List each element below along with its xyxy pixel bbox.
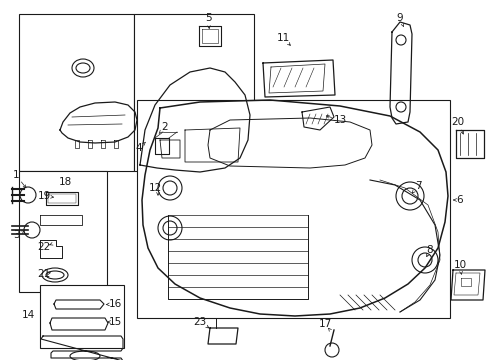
Text: 9: 9 [396,13,403,23]
Bar [137,100,449,318]
Text: 2: 2 [162,122,168,132]
Text: 21: 21 [37,269,51,279]
Text: 6: 6 [456,195,462,205]
Text: 22: 22 [37,242,51,252]
Text: 15: 15 [108,317,122,327]
Bar [40,285,124,348]
Text: 14: 14 [21,310,35,320]
Text: 19: 19 [37,191,51,201]
Text: 3: 3 [13,230,19,240]
Bar [19,14,134,171]
Text: 7: 7 [414,181,421,191]
Text: 10: 10 [452,260,466,270]
Text: 20: 20 [450,117,464,127]
Text: 17: 17 [318,319,331,329]
Bar [19,171,107,292]
Text: 13: 13 [333,115,346,125]
Text: 12: 12 [148,183,162,193]
Text: 8: 8 [426,245,432,255]
Text: 4: 4 [135,143,142,153]
Text: 16: 16 [108,299,122,309]
Text: 23: 23 [193,317,206,327]
Text: 18: 18 [58,177,71,187]
Text: 1: 1 [13,170,19,180]
Text: 5: 5 [204,13,211,23]
Text: 11: 11 [276,33,289,43]
Bar [134,14,253,171]
